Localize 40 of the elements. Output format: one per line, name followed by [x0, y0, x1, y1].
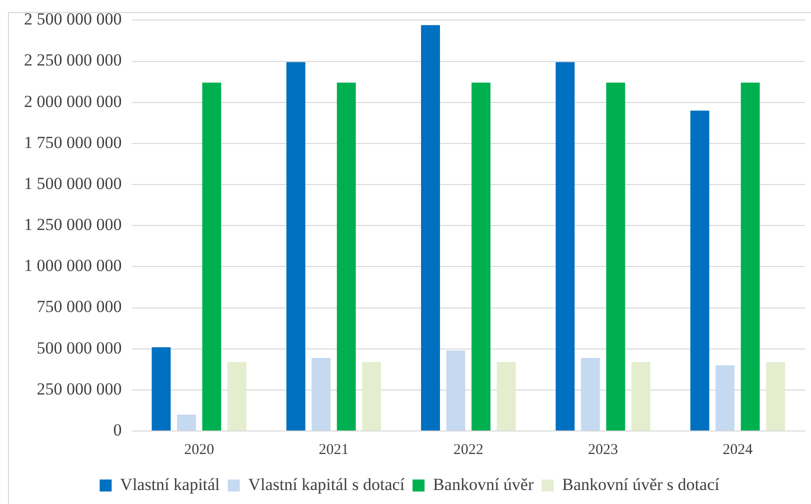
- bar: [740, 82, 760, 430]
- bar: [766, 362, 786, 430]
- y-tick-label: 2 000 000 000: [24, 92, 122, 111]
- bar: [312, 358, 331, 430]
- y-tick-label: 1 250 000 000: [24, 215, 122, 234]
- bar: [690, 110, 710, 430]
- bar: [472, 82, 490, 430]
- legend-label: Vlastní kapitál s dotací: [248, 474, 405, 494]
- bar: [152, 347, 171, 430]
- x-tick-label: 2021: [318, 442, 349, 458]
- y-tick-label: 500 000 000: [36, 338, 122, 358]
- bar: [176, 414, 196, 430]
- y-tick-label: 0: [113, 420, 122, 440]
- bar: [202, 82, 222, 430]
- legend-label: Bankovní úvěr s dotací: [562, 474, 720, 494]
- y-tick-label: 2 500 000 000: [24, 10, 122, 29]
- bar: [421, 25, 440, 430]
- y-tick-label: 750 000 000: [36, 297, 122, 316]
- y-tick-label: 250 000 000: [36, 379, 122, 398]
- bar: [580, 358, 600, 430]
- bar: [446, 350, 466, 430]
- legend-label: Bankovní úvěr: [433, 474, 534, 494]
- y-tick-label: 2 250 000 000: [24, 50, 122, 70]
- bar: [606, 82, 626, 430]
- y-tick-label: 1 500 000 000: [24, 174, 122, 193]
- bar: [556, 62, 575, 430]
- y-tick-label: 1 000 000 000: [24, 256, 122, 276]
- bar: [362, 362, 382, 430]
- x-tick-label: 2020: [184, 442, 214, 458]
- bar: [631, 362, 650, 430]
- legend-label: Vlastní kapitál: [120, 474, 220, 494]
- bar: [336, 82, 356, 430]
- y-tick-label: 1 750 000 000: [24, 132, 122, 152]
- bar: [716, 365, 735, 430]
- x-tick-label: 2024: [722, 442, 754, 458]
- bar: [227, 362, 246, 430]
- bar: [286, 62, 306, 430]
- x-tick-label: 2022: [453, 442, 484, 458]
- bar: [496, 362, 516, 430]
- x-tick-label: 2023: [588, 442, 618, 458]
